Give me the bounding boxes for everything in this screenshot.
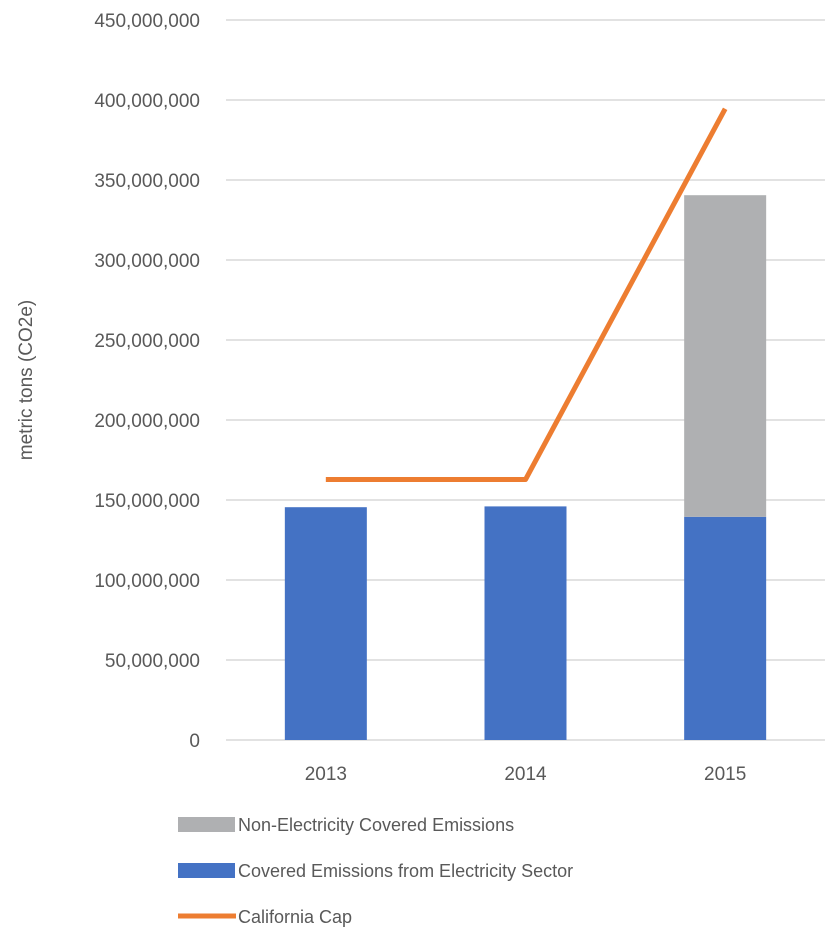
y-tick-label: 450,000,000 bbox=[94, 11, 200, 32]
cap-line bbox=[325, 107, 728, 483]
y-tick-label: 50,000,000 bbox=[105, 651, 200, 672]
legend: Non-Electricity Covered Emissions Covered… bbox=[178, 815, 573, 927]
bar-electricity-2014 bbox=[484, 506, 567, 740]
y-tick-label: 250,000,000 bbox=[94, 331, 200, 352]
legend-swatch bbox=[178, 817, 235, 832]
y-tick-label: 0 bbox=[189, 731, 200, 752]
y-tick-label: 150,000,000 bbox=[94, 491, 200, 512]
bars bbox=[284, 195, 767, 740]
line-california-cap bbox=[325, 107, 728, 483]
y-tick-label: 200,000,000 bbox=[94, 411, 200, 432]
y-axis-ticks: 0 50,000,000 100,000,000 150,000,000 200,000… bbox=[94, 11, 200, 752]
y-tick-label: 100,000,000 bbox=[94, 571, 200, 592]
bar-electricity-2013 bbox=[284, 507, 367, 740]
y-tick-label: 300,000,000 bbox=[94, 251, 200, 272]
y-tick-label: 400,000,000 bbox=[94, 91, 200, 112]
legend-swatch bbox=[178, 863, 235, 878]
x-tick-label: 2015 bbox=[704, 764, 746, 785]
legend-label: California Cap bbox=[238, 907, 352, 927]
bar-electricity-2015 bbox=[684, 516, 767, 740]
y-tick-label: 350,000,000 bbox=[94, 171, 200, 192]
bar-non-electricity-2015 bbox=[684, 195, 767, 517]
x-axis-ticks: 2013 2014 2015 bbox=[305, 764, 747, 785]
x-tick-label: 2014 bbox=[504, 764, 547, 785]
legend-label: Non-Electricity Covered Emissions bbox=[238, 815, 514, 835]
x-tick-label: 2013 bbox=[305, 764, 347, 785]
legend-label: Covered Emissions from Electricity Secto… bbox=[238, 861, 573, 881]
y-axis-title: metric tons (CO2e) bbox=[16, 300, 37, 460]
